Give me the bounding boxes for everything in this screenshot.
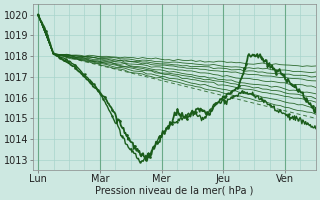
X-axis label: Pression niveau de la mer( hPa ): Pression niveau de la mer( hPa )	[95, 186, 253, 196]
